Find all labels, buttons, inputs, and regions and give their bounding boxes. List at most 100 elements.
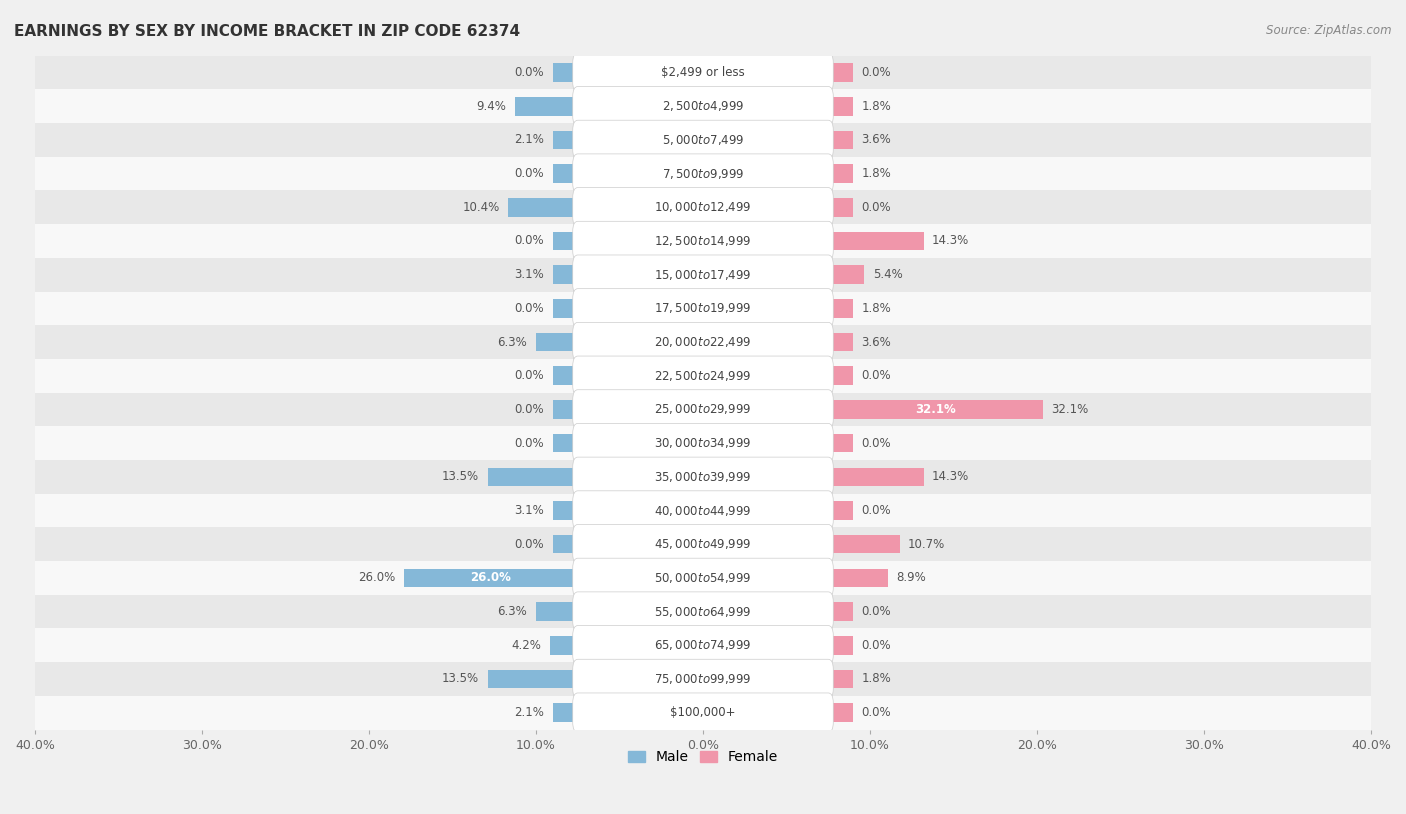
Text: 0.0%: 0.0% <box>515 403 544 416</box>
Text: 1.8%: 1.8% <box>862 167 891 180</box>
Text: 0.0%: 0.0% <box>515 436 544 449</box>
FancyBboxPatch shape <box>572 659 834 698</box>
Text: EARNINGS BY SEX BY INCOME BRACKET IN ZIP CODE 62374: EARNINGS BY SEX BY INCOME BRACKET IN ZIP… <box>14 24 520 39</box>
Bar <box>35 628 1371 662</box>
Bar <box>703 535 900 554</box>
Bar <box>553 232 703 250</box>
Text: 3.6%: 3.6% <box>862 335 891 348</box>
Text: 10.4%: 10.4% <box>463 201 501 214</box>
Bar <box>703 400 828 419</box>
Text: $30,000 to $34,999: $30,000 to $34,999 <box>654 436 752 450</box>
Bar <box>553 703 703 722</box>
Bar <box>35 190 1371 224</box>
Text: 13.5%: 13.5% <box>441 470 479 484</box>
Text: 0.0%: 0.0% <box>862 66 891 79</box>
Text: $15,000 to $17,499: $15,000 to $17,499 <box>654 268 752 282</box>
Text: $40,000 to $44,999: $40,000 to $44,999 <box>654 504 752 518</box>
FancyBboxPatch shape <box>572 221 834 260</box>
Text: 0.0%: 0.0% <box>862 201 891 214</box>
Text: 0.0%: 0.0% <box>862 436 891 449</box>
FancyBboxPatch shape <box>572 558 834 597</box>
Bar <box>703 669 828 689</box>
Bar <box>578 703 703 722</box>
Text: $25,000 to $29,999: $25,000 to $29,999 <box>654 402 752 417</box>
Text: $35,000 to $39,999: $35,000 to $39,999 <box>654 470 752 484</box>
FancyBboxPatch shape <box>572 322 834 361</box>
Bar <box>536 602 703 621</box>
Bar <box>35 595 1371 628</box>
Bar <box>703 467 828 487</box>
Bar <box>703 400 1043 418</box>
Bar <box>553 535 703 554</box>
Text: 0.0%: 0.0% <box>515 66 544 79</box>
Text: Source: ZipAtlas.com: Source: ZipAtlas.com <box>1267 24 1392 37</box>
Bar <box>578 198 703 217</box>
Text: $22,500 to $24,999: $22,500 to $24,999 <box>654 369 752 383</box>
Bar <box>488 467 703 486</box>
Bar <box>553 501 703 520</box>
Bar <box>35 493 1371 527</box>
Text: 6.3%: 6.3% <box>498 605 527 618</box>
Bar <box>553 400 703 418</box>
Text: $12,500 to $14,999: $12,500 to $14,999 <box>654 234 752 248</box>
Bar <box>578 467 703 487</box>
Bar <box>703 299 828 318</box>
Text: 8.9%: 8.9% <box>896 571 925 584</box>
Text: 32.1%: 32.1% <box>915 403 956 416</box>
Bar <box>553 265 703 284</box>
FancyBboxPatch shape <box>572 356 834 396</box>
Bar <box>703 265 865 284</box>
Bar <box>703 97 828 116</box>
Text: $2,499 or less: $2,499 or less <box>661 66 745 79</box>
FancyBboxPatch shape <box>572 255 834 295</box>
Bar <box>703 569 887 587</box>
FancyBboxPatch shape <box>572 390 834 429</box>
Text: $17,500 to $19,999: $17,500 to $19,999 <box>654 301 752 315</box>
FancyBboxPatch shape <box>572 693 834 733</box>
Bar <box>578 265 703 284</box>
FancyBboxPatch shape <box>572 457 834 497</box>
Bar <box>553 63 703 82</box>
Bar <box>515 97 703 116</box>
Bar <box>703 703 828 722</box>
FancyBboxPatch shape <box>572 289 834 328</box>
Text: 26.0%: 26.0% <box>471 571 512 584</box>
Bar <box>703 333 853 352</box>
Bar <box>35 561 1371 595</box>
Bar <box>553 366 703 385</box>
Text: 2.1%: 2.1% <box>515 133 544 147</box>
Bar <box>703 636 853 654</box>
Bar <box>35 359 1371 392</box>
Text: 0.0%: 0.0% <box>862 370 891 383</box>
Text: 0.0%: 0.0% <box>862 707 891 719</box>
Text: 1.8%: 1.8% <box>862 672 891 685</box>
Bar <box>488 670 703 689</box>
Text: 2.1%: 2.1% <box>515 707 544 719</box>
Text: $65,000 to $74,999: $65,000 to $74,999 <box>654 638 752 652</box>
Bar <box>703 131 853 149</box>
Bar <box>578 332 703 352</box>
Text: $50,000 to $54,999: $50,000 to $54,999 <box>654 571 752 585</box>
Bar <box>550 636 703 654</box>
Bar <box>578 130 703 150</box>
Bar <box>703 602 828 621</box>
Bar <box>35 527 1371 561</box>
Text: 14.3%: 14.3% <box>932 234 969 247</box>
Bar <box>703 535 828 554</box>
Text: 0.0%: 0.0% <box>862 639 891 652</box>
Bar <box>703 568 828 588</box>
Bar <box>578 535 703 554</box>
Bar <box>703 366 853 385</box>
Text: $5,000 to $7,499: $5,000 to $7,499 <box>662 133 744 147</box>
Bar <box>703 501 828 520</box>
Bar <box>35 258 1371 291</box>
Bar <box>703 602 853 621</box>
Bar <box>703 198 853 217</box>
Legend: Male, Female: Male, Female <box>623 745 783 770</box>
Bar <box>578 366 703 385</box>
Text: 6.3%: 6.3% <box>498 335 527 348</box>
Text: 0.0%: 0.0% <box>515 538 544 551</box>
Bar <box>578 97 703 116</box>
Bar <box>703 63 828 82</box>
Bar <box>536 333 703 352</box>
